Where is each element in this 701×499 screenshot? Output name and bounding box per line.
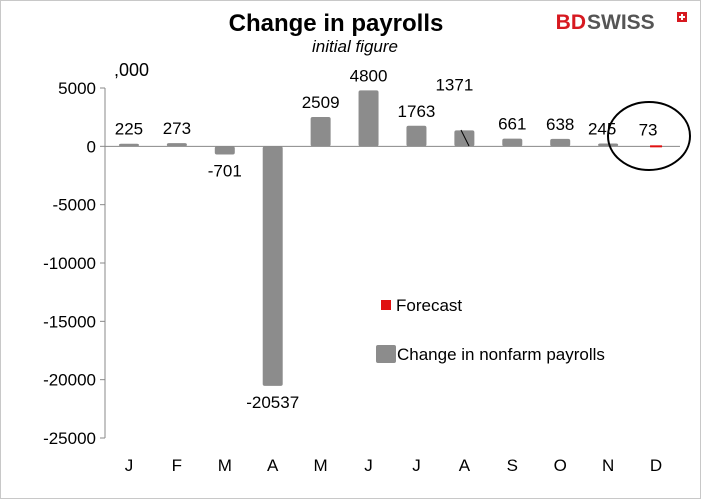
legend-swatch-forecast [381,300,391,310]
forecast-highlight-circle [607,101,691,171]
data-labels: 225 273 -701 -20537 2509 4800 1763 1371 661 638 24… [115,66,658,412]
data-label: 1371 [435,75,473,94]
data-label: 1763 [398,102,436,121]
chart-subtitle: initial figure [312,37,398,56]
y-tick-label: 0 [87,137,96,156]
brand-prefix: BD [556,11,586,34]
x-tick-label: M [314,456,328,475]
data-label: 638 [546,115,574,134]
bar-payrolls [118,143,139,147]
data-label: 245 [588,119,616,138]
data-label: -20537 [246,393,299,412]
legend-item-forecast: Forecast [381,296,462,315]
x-tick-label: N [602,456,614,475]
x-tick-label: A [267,456,279,475]
leader-line [460,129,470,147]
bar-payrolls [166,143,187,147]
bar-payrolls [598,143,619,147]
bar-payrolls [406,125,427,147]
y-tick-label: -10000 [43,254,96,273]
x-tick-label: D [650,456,662,475]
legend-label-forecast: Forecast [396,296,462,315]
x-tick-label: O [554,456,567,475]
y-tick-label: -15000 [43,312,96,331]
bar-payrolls [310,117,331,147]
swiss-cross-icon [677,12,687,22]
legend-swatch-payrolls [376,345,396,363]
legend-item-payrolls: Change in nonfarm payrolls [376,345,605,364]
unit-label: ,000 [114,60,149,80]
data-label: 4800 [350,66,388,85]
y-tick-label: -20000 [43,371,96,390]
bar-forecast-D [650,145,663,148]
bar-payrolls [358,90,379,147]
legend: Forecast Change in nonfarm payrolls [376,296,605,364]
x-tick-label: J [412,456,421,475]
brand-logo: BD SWISS [556,11,687,34]
x-tick-label: J [125,456,134,475]
bar-payrolls [454,130,475,147]
x-tick-label: A [459,456,471,475]
data-label: 225 [115,120,143,139]
brand-suffix: SWISS [587,11,655,34]
data-label: -701 [208,162,242,181]
y-tick-label: -5000 [53,196,96,215]
data-label: 273 [163,119,191,138]
bar-payrolls [262,146,283,386]
chart-title: Change in payrolls [229,10,444,37]
x-tick-label: F [172,456,182,475]
legend-label-payrolls: Change in nonfarm payrolls [397,345,605,364]
bar-payrolls [502,138,523,147]
bar-series [118,90,663,386]
x-tick-label: J [364,456,373,475]
y-tick-label: 5000 [58,79,96,98]
x-tick-label: M [218,456,232,475]
data-label: 73 [639,120,658,139]
x-tick-label: S [507,456,518,475]
data-label: 2509 [302,93,340,112]
bar-payrolls [214,146,235,155]
y-axis-ticks: 5000 0 -5000 -10000 -15000 -20000 -25000 [43,79,105,448]
data-label: 661 [498,115,526,134]
plot-axes [104,88,680,438]
y-tick-label: -25000 [43,429,96,448]
bar-payrolls [550,138,571,147]
